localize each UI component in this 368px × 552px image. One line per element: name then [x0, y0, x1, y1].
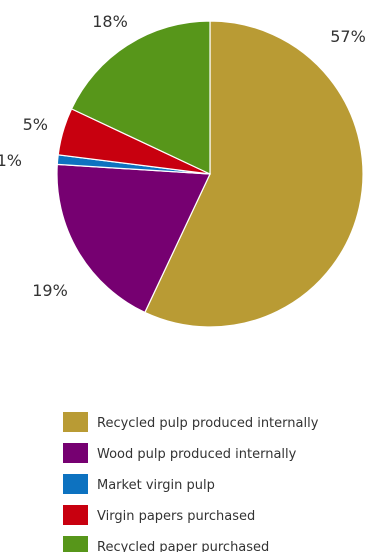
legend-swatch: [63, 443, 88, 463]
legend-item-recycled-pulp-produced-internally: Recycled pulp produced internally: [63, 412, 319, 432]
legend-swatch: [63, 536, 88, 552]
legend: Recycled pulp produced internally Wood pu…: [63, 412, 319, 552]
legend-item-market-virgin-pulp: Market virgin pulp: [63, 474, 215, 494]
legend-label: Virgin papers purchased: [97, 509, 255, 524]
slice-label-market-virgin-pulp: 1%: [0, 151, 22, 170]
pie-slice-recycled-pulp-produced-internally: [144, 20, 364, 328]
pie-slices: [56, 20, 364, 328]
legend-item-virgin-papers-purchased: Virgin papers purchased: [63, 505, 255, 525]
slice-label-virgin-papers-purchased: 5%: [23, 115, 48, 134]
pie-slice-wood-pulp-produced-internally: [56, 163, 211, 314]
legend-label: Recycled pulp produced internally: [97, 416, 319, 431]
legend-label: Market virgin pulp: [97, 478, 215, 493]
percentage-labels: 57% 19% 1%5% 18%: [0, 12, 366, 300]
slice-label-recycled-pulp-produced-internally: 57%: [330, 27, 366, 46]
legend-item-recycled-paper-purchased: Recycled paper purchased: [63, 536, 269, 552]
legend-label: Recycled paper purchased: [97, 540, 269, 552]
legend-swatch: [63, 412, 88, 432]
legend-swatch: [63, 505, 88, 525]
legend-swatch: [63, 474, 88, 494]
legend-item-wood-pulp-produced-internally: Wood pulp produced internally: [63, 443, 297, 463]
slice-label-wood-pulp-produced-internally: 19%: [32, 281, 68, 300]
pie-slice-recycled-paper-purchased: [70, 20, 211, 175]
legend-label: Wood pulp produced internally: [97, 447, 297, 462]
slice-label-recycled-paper-purchased: 18%: [92, 12, 128, 31]
